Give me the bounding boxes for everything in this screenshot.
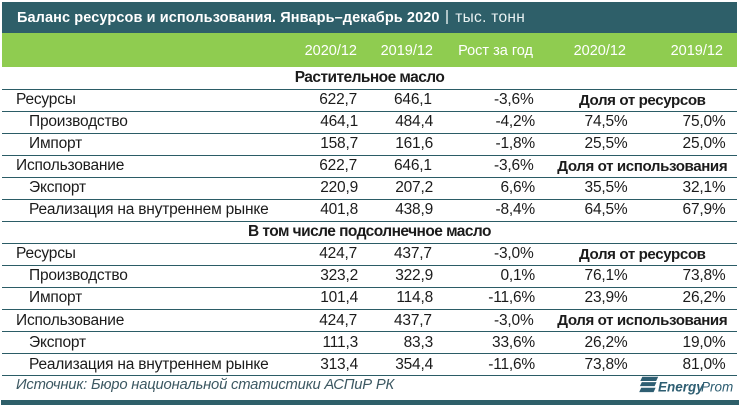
svg-text:Prom: Prom bbox=[701, 380, 733, 395]
svg-text:Energy: Energy bbox=[658, 380, 705, 395]
